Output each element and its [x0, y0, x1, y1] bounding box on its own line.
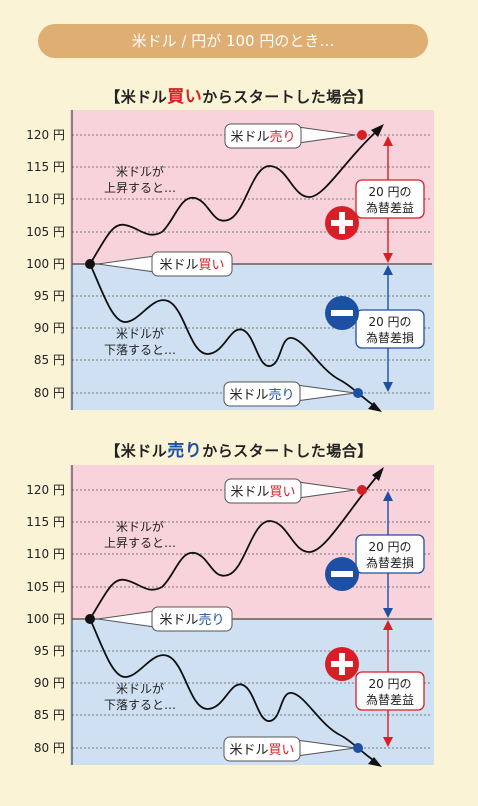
section-1-diagram: 120 円 115 円 110 円 105 円 100 円 95 円 90 円 … — [26, 110, 434, 412]
svg-text:米ドルが: 米ドルが — [116, 681, 164, 696]
bottom-label-em: 買い — [269, 743, 295, 758]
minus-icon — [325, 557, 359, 591]
svg-text:米ドルが: 米ドルが — [116, 519, 164, 534]
fall-path — [89, 263, 377, 408]
svg-text:為替差損: 為替差損 — [366, 330, 414, 345]
y-tick-95: 95 円 — [34, 644, 65, 658]
top-point — [357, 485, 367, 495]
y-tick-120: 120 円 — [26, 483, 65, 497]
banner: 米ドル / 円が 100 円のとき… — [38, 24, 428, 58]
bottom-label-pre: 米ドル — [229, 388, 268, 403]
rise-annotation: 米ドルが 上昇すると… — [104, 164, 176, 195]
svg-text:米ドル買い: 米ドル買い — [229, 743, 294, 758]
svg-text:米ドル買い: 米ドル買い — [230, 485, 295, 500]
section-2-title: 【米ドル売りからスタートした場合】 — [0, 436, 478, 461]
section-2-diagram: 120 円 115 円 110 円 105 円 100 円 95 円 90 円 … — [26, 465, 434, 767]
y-tick-85: 85 円 — [34, 353, 65, 367]
fall-annotation: 米ドルが 下落すると… — [104, 681, 176, 712]
bottom-point — [353, 743, 363, 753]
plus-icon — [325, 647, 359, 681]
y-tick-100: 100 円 — [26, 612, 65, 626]
y-axis-labels: 120 円 115 円 110 円 105 円 100 円 95 円 90 円 … — [26, 483, 65, 755]
top-label-em: 買い — [270, 485, 296, 500]
y-tick-90: 90 円 — [34, 676, 65, 690]
bottom-callout: 米ドル売り — [223, 381, 356, 407]
section-2-title-post: からスタートした場合】 — [202, 442, 373, 460]
fall-annotation: 米ドルが 下落すると… — [104, 326, 176, 357]
y-tick-110: 110 円 — [26, 547, 65, 561]
fall-arrowhead — [368, 402, 382, 412]
y-tick-95: 95 円 — [34, 289, 65, 303]
rise-arrowhead — [371, 124, 384, 137]
rise-path — [89, 129, 379, 265]
top-callout: 米ドル買い — [224, 478, 356, 504]
svg-text:米ドル買い: 米ドル買い — [159, 258, 224, 273]
top-callout: 米ドル売り — [224, 123, 356, 149]
bottom-callout: 米ドル買い — [223, 736, 356, 762]
y-tick-115: 115 円 — [26, 515, 65, 529]
svg-text:為替差益: 為替差益 — [366, 201, 414, 215]
bottom-label-pre: 米ドル — [229, 743, 268, 758]
rise-path — [89, 474, 379, 620]
svg-text:為替差損: 為替差損 — [366, 555, 414, 570]
start-label-pre: 米ドル — [159, 258, 198, 273]
start-callout: 米ドル売り — [97, 606, 233, 632]
y-tick-110: 110 円 — [26, 192, 65, 206]
section-1-title: 【米ドル買いからスタートした場合】 — [0, 82, 478, 107]
start-point — [85, 614, 95, 624]
svg-text:米ドルが: 米ドルが — [116, 326, 164, 341]
y-tick-105: 105 円 — [26, 225, 65, 239]
svg-text:為替差益: 為替差益 — [366, 693, 414, 707]
start-point — [85, 259, 95, 269]
svg-text:上昇すると…: 上昇すると… — [104, 181, 176, 195]
minus-icon — [325, 296, 359, 330]
gain-box: 20 円の 為替差益 — [355, 671, 425, 711]
y-axis-labels: 120 円 115 円 110 円 105 円 100 円 95 円 90 円 … — [26, 128, 65, 400]
top-label-pre: 米ドル — [230, 485, 269, 500]
fall-path — [89, 618, 377, 763]
top-point — [357, 130, 367, 140]
y-tick-80: 80 円 — [34, 386, 65, 400]
rise-arrowhead — [372, 467, 384, 481]
svg-text:20 円の: 20 円の — [368, 540, 411, 554]
start-label-em: 買い — [199, 258, 225, 273]
svg-text:米ドル売り: 米ドル売り — [229, 387, 294, 403]
plus-icon — [325, 206, 359, 240]
section-1-title-em: 買い — [167, 87, 203, 107]
y-tick-90: 90 円 — [34, 321, 65, 335]
svg-text:下落すると…: 下落すると… — [104, 698, 176, 712]
rise-annotation: 米ドルが 上昇すると… — [104, 519, 176, 550]
section-1-title-post: からスタートした場合】 — [202, 88, 373, 106]
section-1-title-pre: 【米ドル — [105, 88, 168, 106]
loss-box: 20 円の 為替差損 — [355, 309, 425, 349]
svg-text:米ドル売り: 米ドル売り — [230, 129, 295, 145]
svg-text:下落すると…: 下落すると… — [104, 343, 176, 357]
section-2-title-pre: 【米ドル — [105, 442, 168, 460]
bottom-point — [353, 388, 363, 398]
y-tick-105: 105 円 — [26, 580, 65, 594]
y-tick-115: 115 円 — [26, 160, 65, 174]
svg-text:米ドルが: 米ドルが — [116, 164, 164, 179]
svg-text:20 円の: 20 円の — [368, 677, 411, 691]
fall-arrowhead — [368, 757, 382, 767]
start-callout: 米ドル買い — [97, 251, 233, 277]
y-tick-85: 85 円 — [34, 708, 65, 722]
y-tick-100: 100 円 — [26, 257, 65, 271]
start-label-em: 売り — [199, 612, 225, 628]
bottom-label-em: 売り — [269, 387, 295, 403]
start-label-pre: 米ドル — [159, 613, 198, 628]
loss-box: 20 円の 為替差損 — [355, 534, 425, 574]
svg-text:20 円の: 20 円の — [368, 315, 411, 329]
svg-text:20 円の: 20 円の — [368, 185, 411, 199]
top-label-pre: 米ドル — [230, 130, 269, 145]
section-2-title-em: 売り — [167, 441, 203, 461]
svg-text:米ドル売り: 米ドル売り — [159, 612, 224, 628]
y-tick-120: 120 円 — [26, 128, 65, 142]
y-tick-80: 80 円 — [34, 741, 65, 755]
svg-text:上昇すると…: 上昇すると… — [104, 536, 176, 550]
gain-box: 20 円の 為替差益 — [355, 179, 425, 219]
top-label-em: 売り — [270, 129, 296, 145]
